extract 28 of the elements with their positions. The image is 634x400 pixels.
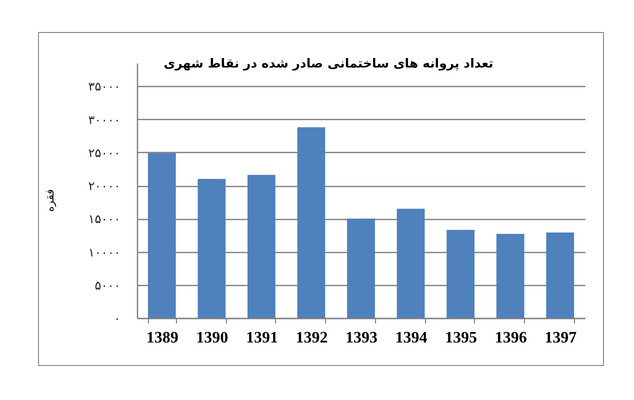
y-axis-title: فقره: [44, 189, 56, 212]
x-tick-label: 1391: [246, 330, 278, 346]
bar: [396, 208, 425, 318]
y-tick-label: ۵۰۰۰: [94, 278, 120, 292]
y-tick-label: ۳۵۰۰۰: [88, 80, 120, 94]
y-tick-label: ۲۵۰۰۰: [88, 146, 120, 160]
bar: [446, 230, 474, 318]
bar: [546, 232, 574, 318]
y-tick-label: ۳۰۰۰۰: [88, 112, 120, 127]
y-tick-label: ۰: [114, 312, 120, 326]
x-tick-label: 1397: [544, 330, 577, 346]
bar: [198, 178, 226, 318]
y-tick-label: ۱۵۰۰۰: [88, 212, 120, 226]
bar: [347, 218, 375, 318]
bar: [496, 234, 524, 318]
x-tick-label: 1394: [395, 330, 428, 346]
bar: [148, 153, 176, 318]
x-tick-label: 1390: [196, 330, 228, 346]
bar: [297, 127, 326, 318]
x-tick-label: 1389: [146, 330, 178, 346]
x-tick-label: 1393: [346, 330, 378, 346]
x-tick-label: 1392: [296, 330, 328, 346]
y-tick-label: ۱۰۰۰۰: [88, 245, 120, 260]
x-tick-label: 1396: [494, 330, 527, 346]
x-tick-label: 1395: [445, 330, 478, 346]
bar: [248, 174, 276, 318]
y-tick-label: ۲۰۰۰۰: [88, 179, 120, 194]
chart-title: تعداد پروانه های ساختمانی صادر شده در نقاط شهری: [164, 56, 494, 72]
